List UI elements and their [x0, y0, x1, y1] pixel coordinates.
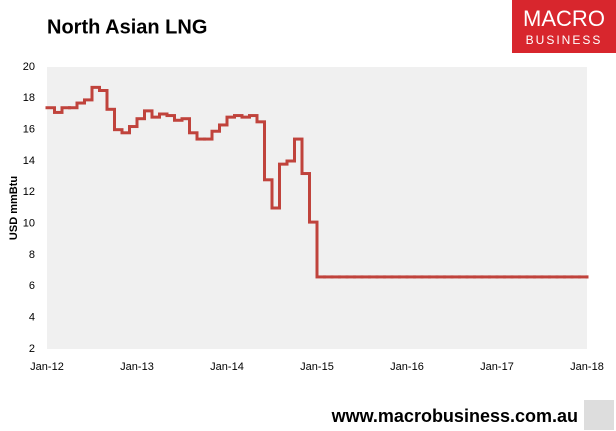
y-tick-label: 12 [23, 186, 35, 198]
plot-area [47, 67, 587, 349]
logo-bottom: BUSINESS [526, 33, 603, 47]
source: www.macrobusiness.com.au [331, 406, 578, 426]
y-tick-label: 20 [23, 61, 35, 73]
y-tick-label: 6 [29, 280, 35, 292]
logo-icon [584, 400, 614, 430]
logo-box [512, 0, 616, 53]
x-tick-label: Jan-17 [480, 361, 514, 373]
y-tick-label: 4 [29, 312, 35, 324]
y-tick-label: 10 [23, 218, 35, 230]
y-tick-label: 18 [23, 92, 35, 104]
chart-title: North Asian LNG [47, 16, 207, 38]
x-tick-label: Jan-16 [390, 361, 424, 373]
y-tick-label: 16 [23, 124, 35, 136]
logo-top: MACRO [523, 6, 605, 31]
y-tick-label: 14 [23, 155, 35, 167]
y-tick-label: 8 [29, 249, 35, 261]
x-tick-label: Jan-13 [120, 361, 154, 373]
y-axis-label: USD mmBtu [8, 176, 20, 240]
x-tick-label: Jan-15 [300, 361, 334, 373]
x-tick-label: Jan-18 [570, 361, 604, 373]
x-tick-label: Jan-14 [210, 361, 244, 373]
x-tick-label: Jan-12 [30, 361, 64, 373]
y-tick-label: 2 [29, 343, 35, 355]
